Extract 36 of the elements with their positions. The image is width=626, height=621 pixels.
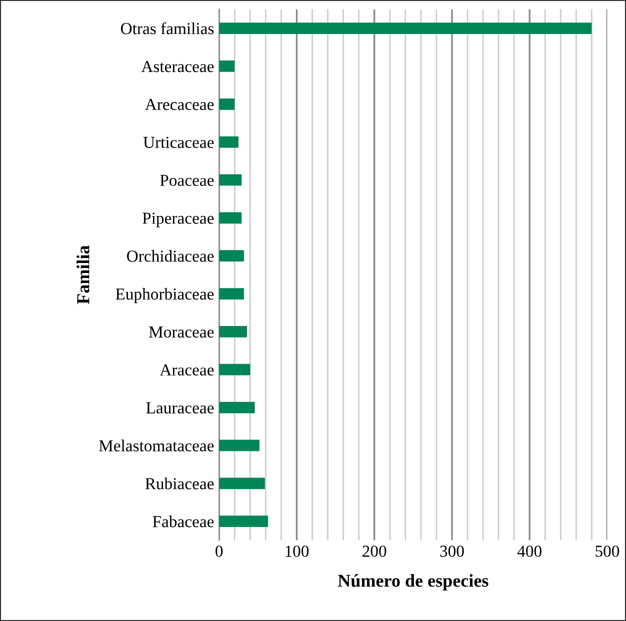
x-tick-label: 400 — [517, 546, 542, 557]
y-tick-label: Melastomataceae — [99, 440, 214, 452]
y-tick-label: Lauraceae — [146, 402, 214, 414]
bar — [219, 516, 268, 527]
x-tick-label: 300 — [440, 546, 464, 557]
y-axis-title: Familia — [76, 245, 90, 304]
bar — [219, 478, 265, 490]
bar — [219, 60, 235, 72]
bar — [219, 288, 244, 300]
y-tick-label: Urticaceae — [143, 136, 214, 148]
x-tick-label: 500 — [596, 546, 620, 557]
y-tick-label: Rubiaceae — [145, 478, 214, 490]
bar — [219, 22, 592, 34]
bar — [219, 364, 250, 376]
bar — [219, 212, 242, 224]
y-tick-label: Piperaceae — [142, 212, 214, 228]
y-tick-label: Euphorbiaceae — [116, 288, 214, 304]
bar — [219, 326, 248, 338]
bar — [219, 98, 235, 110]
y-tick-label: Moraceae — [149, 326, 214, 338]
x-tick-label: 100 — [286, 546, 309, 557]
y-tick-label: Fabaceae — [152, 516, 214, 528]
y-tick-label: Araceae — [160, 364, 214, 376]
bar — [219, 440, 260, 452]
y-tick-label: Asteraceae — [141, 60, 214, 72]
y-tick-label: Otras familias — [120, 22, 214, 34]
y-tick-label: Arecaceae — [145, 98, 214, 110]
x-axis-title: Número de especies — [338, 574, 488, 591]
x-tick-label: 0 — [216, 546, 223, 557]
bar — [219, 136, 239, 148]
bar — [219, 402, 255, 414]
y-tick-label: Poaceae — [160, 174, 214, 186]
bar — [219, 174, 242, 186]
x-tick-label: 200 — [362, 546, 386, 557]
bar — [219, 250, 244, 262]
y-tick-label: Orchidiaceae — [127, 250, 214, 262]
